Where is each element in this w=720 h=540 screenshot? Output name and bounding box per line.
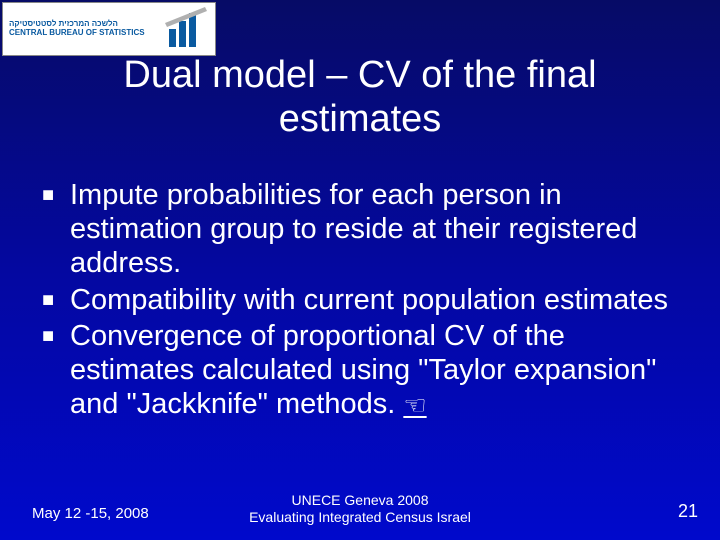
bullet-item: ■ Convergence of proportional CV of the … [42,319,690,422]
slide: הלשכה המרכזית לסטטיסטיקה CENTRAL BUREAU … [0,0,720,540]
bullet-item: ■ Impute probabilities for each person i… [42,178,690,281]
bullet-text-span: Convergence of proportional CV of the es… [70,320,656,420]
bullet-text: Compatibility with current population es… [70,283,690,317]
bullet-marker-icon: ■ [42,283,70,317]
slide-number: 21 [678,501,698,522]
bullet-marker-icon: ■ [42,178,70,281]
footer-conf: UNECE Geneva 2008 [0,492,720,509]
bullet-marker-icon: ■ [42,319,70,422]
bullet-text: Impute probabilities for each person in … [70,178,690,281]
logo: הלשכה המרכזית לסטטיסטיקה CENTRAL BUREAU … [2,2,216,56]
footer-subtitle: Evaluating Integrated Census Israel [0,509,720,526]
slide-title: Dual model – CV of the final estimates [0,54,720,141]
bullet-item: ■ Compatibility with current population … [42,283,690,317]
logo-text: הלשכה המרכזית לסטטיסטיקה CENTRAL BUREAU … [3,20,145,38]
logo-icon [165,7,209,51]
bullet-list: ■ Impute probabilities for each person i… [42,178,690,424]
pointer-icon: ☜ [403,390,426,421]
bullet-text: Convergence of proportional CV of the es… [70,319,690,422]
footer-center: UNECE Geneva 2008 Evaluating Integrated … [0,492,720,526]
logo-line2: CENTRAL BUREAU OF STATISTICS [9,29,145,38]
